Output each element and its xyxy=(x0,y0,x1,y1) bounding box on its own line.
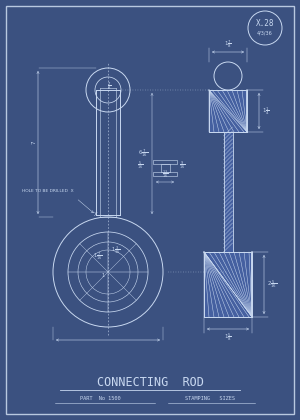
Text: $1\frac{1}{4}$: $1\frac{1}{4}$ xyxy=(262,105,270,117)
Text: $1$: $1$ xyxy=(101,271,105,279)
Bar xyxy=(153,172,177,176)
Text: $1\frac{5}{8}$: $1\frac{5}{8}$ xyxy=(224,331,232,343)
Bar xyxy=(204,252,252,317)
Text: 4/3/36: 4/3/36 xyxy=(257,31,273,36)
Bar xyxy=(204,252,252,317)
Text: $1\frac{7}{16}$: $1\frac{7}{16}$ xyxy=(93,250,103,262)
Bar xyxy=(160,164,169,172)
Text: $6\frac{7}{16}$: $6\frac{7}{16}$ xyxy=(138,148,148,159)
Text: $1\frac{7}{8}$: $1\frac{7}{8}$ xyxy=(224,38,232,50)
Text: $\frac{7}{8}$: $\frac{7}{8}$ xyxy=(107,80,111,92)
Bar xyxy=(153,160,177,164)
Text: $2\frac{5}{16}$: $2\frac{5}{16}$ xyxy=(267,278,278,290)
Text: $\frac{5}{16}$: $\frac{5}{16}$ xyxy=(137,160,143,171)
Text: $\frac{13}{16}$: $\frac{13}{16}$ xyxy=(162,169,168,181)
Text: $\frac{9}{16}$: $\frac{9}{16}$ xyxy=(179,160,185,171)
Bar xyxy=(224,132,232,252)
Text: X.28: X.28 xyxy=(256,19,274,29)
Text: HOLE TO BE DRILLED  X: HOLE TO BE DRILLED X xyxy=(22,189,74,193)
Text: $7$: $7$ xyxy=(30,140,38,145)
Text: STAMPING   SIZES: STAMPING SIZES xyxy=(185,396,235,401)
Text: $1\frac{3}{16}$: $1\frac{3}{16}$ xyxy=(111,244,121,256)
Bar xyxy=(224,132,232,252)
Bar xyxy=(209,90,247,132)
Text: X: X xyxy=(94,213,98,218)
Bar xyxy=(209,90,247,132)
Text: PART  No 1500: PART No 1500 xyxy=(80,396,120,401)
Text: CONNECTING  ROD: CONNECTING ROD xyxy=(97,375,203,389)
